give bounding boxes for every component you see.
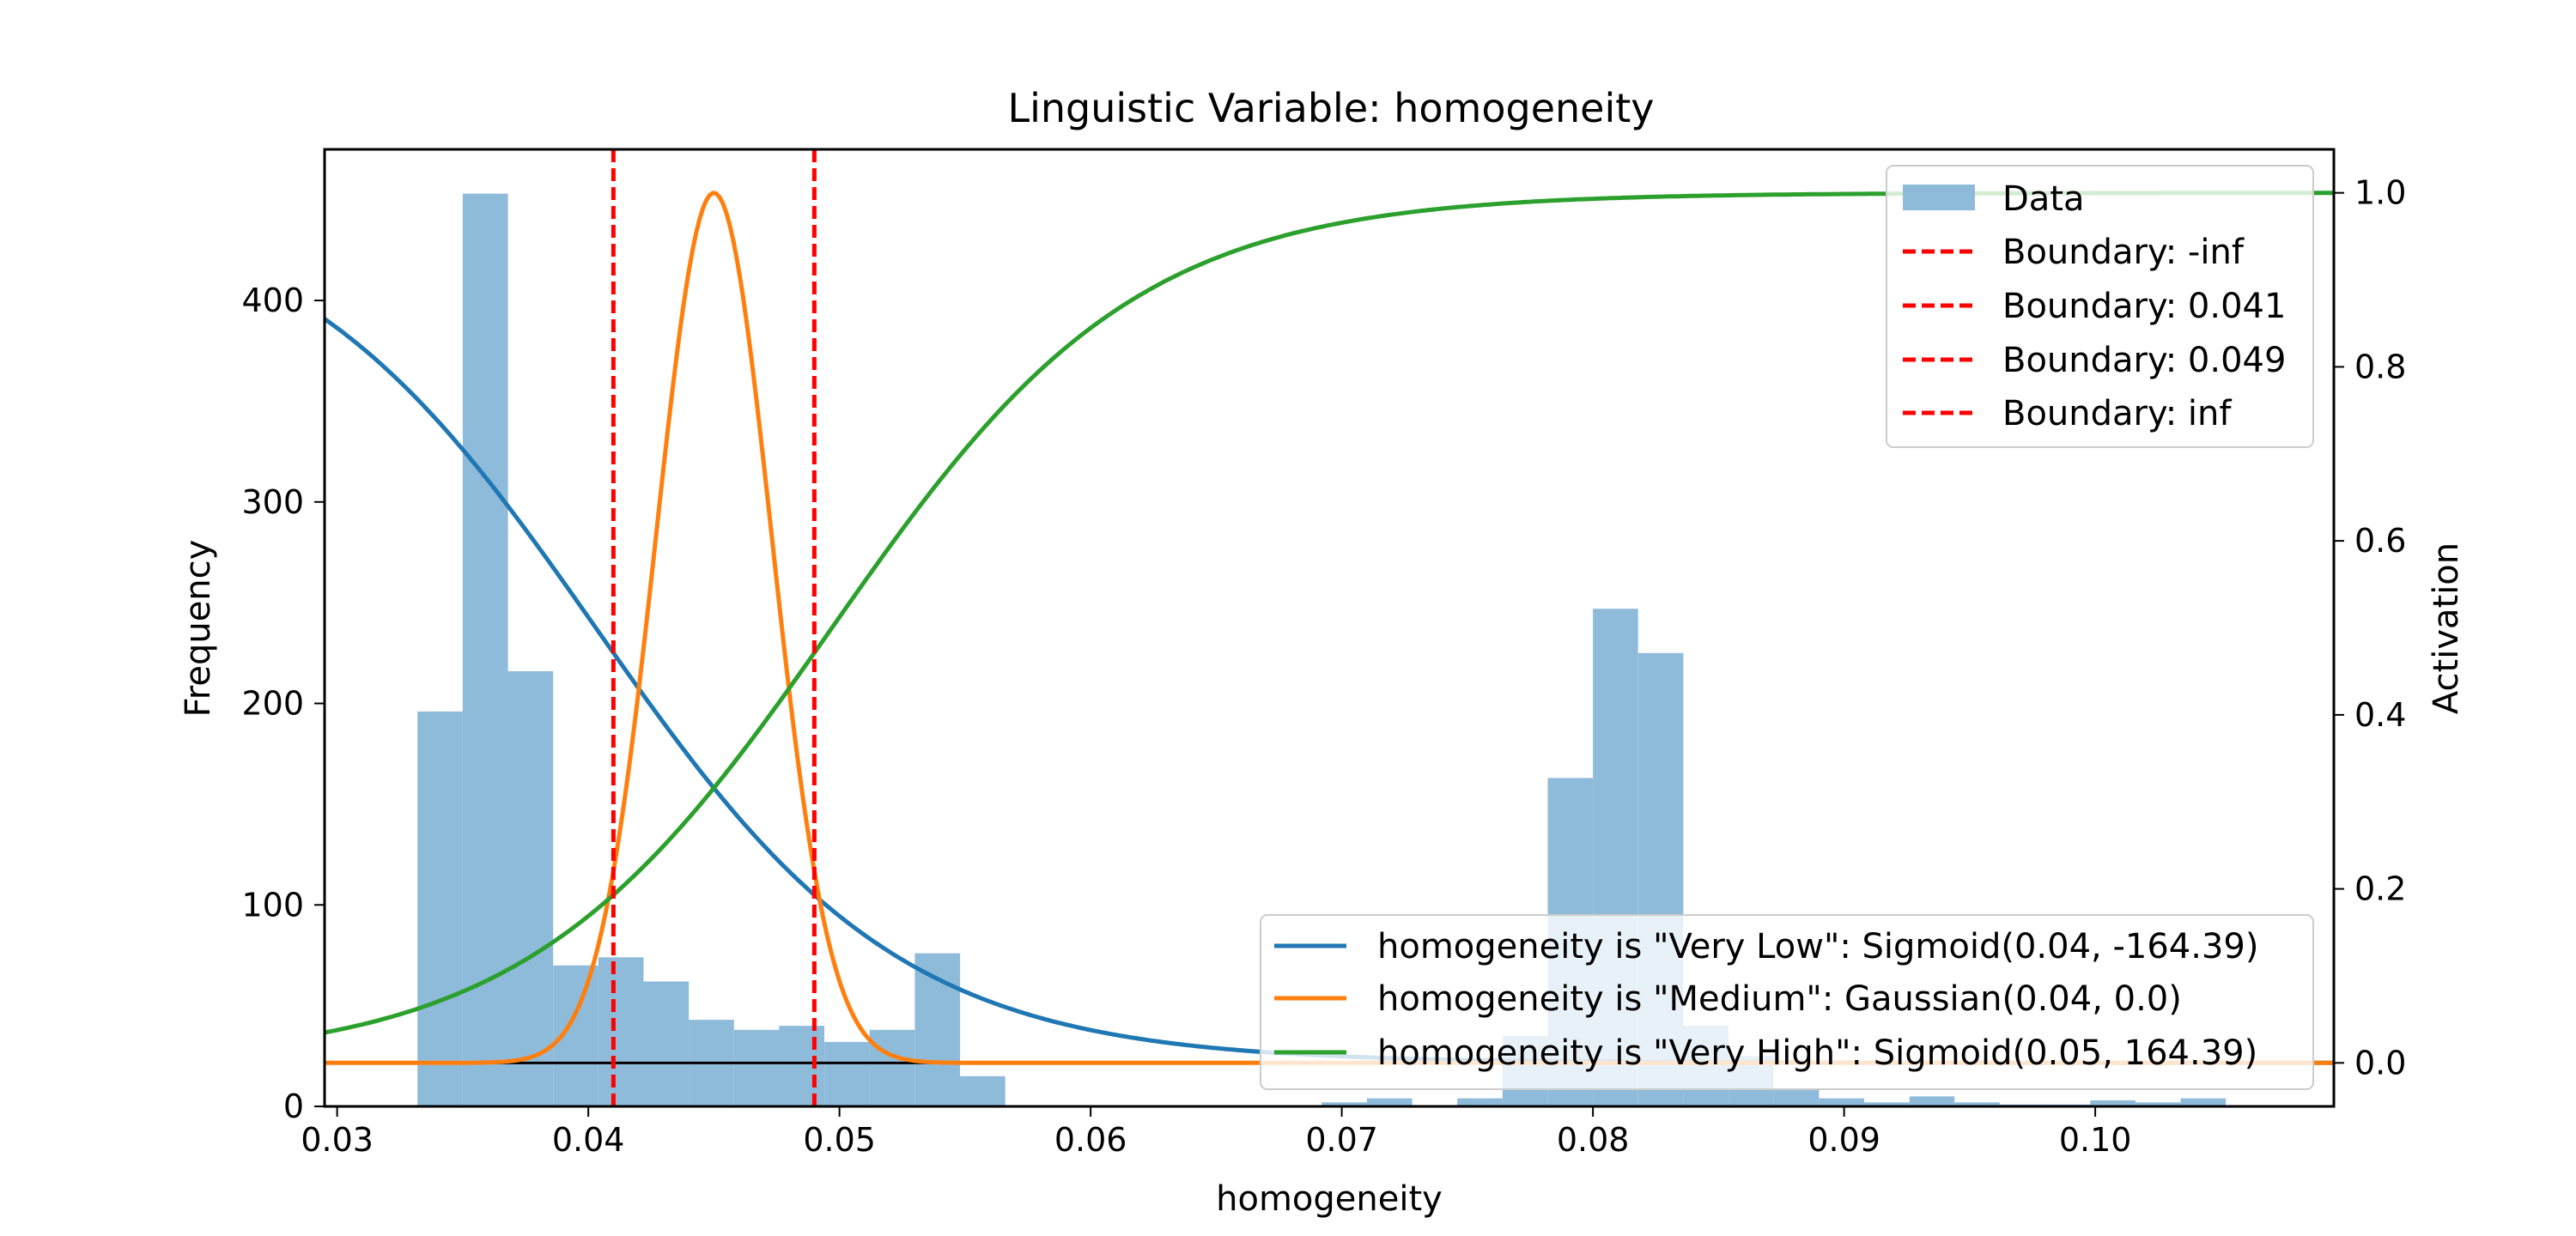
histogram-bar [733,1029,780,1106]
x-tick-label: 0.09 [1807,1121,1880,1159]
histogram-bar [1954,1102,2000,1106]
y-tick-label: 300 [241,483,304,521]
legend-label-data: Data [2002,179,2085,219]
boundary-lines [611,149,817,1106]
legend-lower: homogeneity is "Very Low": Sigmoid(0.04,… [1260,914,2314,1090]
y-axis-label: Frequency [179,540,218,718]
histogram-bar [779,1026,824,1106]
histogram-bar [1864,1102,1910,1106]
legend-lower-box [1260,914,2314,1090]
y-tick-label: 0 [283,1088,304,1125]
legend-label-medium: homogeneity is "Medium": Gaussian(0.04, … [1377,979,2182,1019]
histogram-bar [1321,1102,1367,1106]
y2-tick-label: 0.8 [2354,348,2406,385]
y2-tick-label: 0.4 [2354,696,2406,734]
plot-frame [323,148,2336,1108]
histogram-bar [417,711,463,1106]
legend-swatch-data [1903,185,1975,210]
histogram-bar [1909,1096,1955,1106]
y2-tick-label: 0.6 [2354,522,2406,560]
x-tick-label: 0.05 [803,1121,876,1159]
legend-label-boundary-0049: Boundary: 0.049 [2002,341,2286,380]
histogram-bar [643,981,690,1106]
y-tick-label: 200 [241,685,304,723]
y2-tick-label: 1.0 [2354,174,2406,212]
x-axis-label: homogeneity [1216,1179,1443,1219]
histogram-bar [1457,1098,1503,1106]
x-tick-label: 0.03 [301,1121,374,1159]
legend-upper-box [1886,165,2314,448]
histogram-bar [2135,1102,2181,1106]
legend-upper: Data Boundary: -inf Boundary: 0.041 Boun… [1886,165,2314,448]
histogram-bar [2090,1100,2136,1106]
histogram-bar [507,671,554,1106]
histogram-bar [2180,1098,2227,1106]
histogram-bar [869,1029,915,1106]
x-tick-label: 0.04 [552,1121,625,1159]
x-tick-label: 0.07 [1305,1121,1378,1159]
legend-label-very-high: homogeneity is "Very High": Sigmoid(0.05… [1377,1033,2257,1073]
y2-axis-ticks: 0.0 0.2 0.4 0.6 0.8 1.0 [2334,174,2406,1082]
y2-tick-label: 0.0 [2354,1044,2406,1082]
x-axis-ticks: 0.03 0.04 0.05 0.06 0.07 0.08 0.09 0.10 [301,1106,2131,1159]
histogram-bar [598,957,644,1106]
legend-label-boundary-inf: Boundary: inf [2002,394,2232,433]
histogram-bar [960,1075,1005,1106]
legend-label-very-low: homogeneity is "Very Low": Sigmoid(0.04,… [1377,927,2258,966]
y2-tick-label: 0.2 [2354,870,2406,908]
histogram-bar [914,953,961,1106]
legend-label-boundary-neg-inf: Boundary: -inf [2002,233,2245,272]
y2-axis-label: Activation [2427,542,2466,714]
x-tick-label: 0.10 [2059,1121,2132,1159]
histogram-bar [462,193,508,1107]
y-tick-label: 100 [241,886,304,924]
histogram-bar [1819,1098,1864,1106]
chart-title: Linguistic Variable: homogeneity [1007,85,1654,131]
legend-label-boundary-0041: Boundary: 0.041 [2002,287,2286,326]
x-tick-label: 0.06 [1054,1121,1127,1159]
histogram-bar [1773,1088,1820,1106]
histogram-bar [1366,1098,1413,1106]
histogram-bar [824,1041,870,1106]
y-tick-label: 400 [241,282,304,319]
x-tick-label: 0.08 [1557,1121,1630,1159]
y-axis-ticks: 0 100 200 300 400 [241,282,325,1125]
